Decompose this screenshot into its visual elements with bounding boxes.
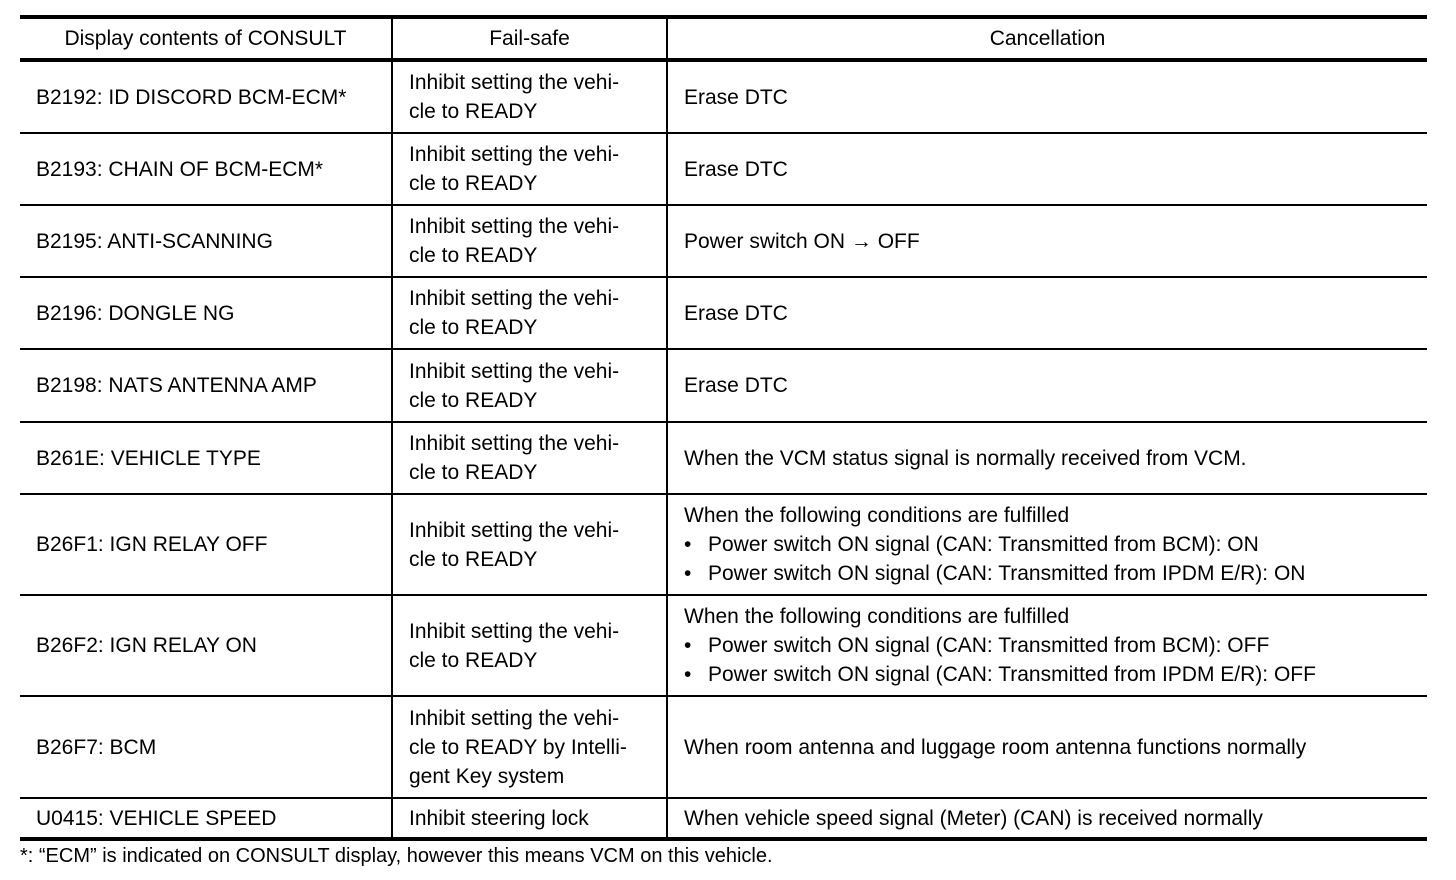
fail-safe-cell: Inhibit setting the vehi- cle to READY <box>391 60 668 134</box>
bullet-icon: • <box>684 634 692 657</box>
fail-safe-cell: Inhibit setting the vehi- cle to READY <box>391 277 668 350</box>
display-contents-cell: B26F7: BCM <box>20 696 393 799</box>
table-row: B2195: ANTI-SCANNING Inhibit setting the … <box>20 205 1427 278</box>
table-row: B26F2: IGN RELAY ON Inhibit setting the v… <box>20 595 1427 697</box>
cancellation-cell: Erase DTC <box>666 277 1427 350</box>
condition-text: Power switch ON signal (CAN: Transmitted… <box>708 562 1306 585</box>
condition-bullet: • Power switch ON signal (CAN: Transmitte… <box>684 631 1427 660</box>
cancellation-text: Erase DTC <box>684 85 788 109</box>
condition-bullet: • Power switch ON signal (CAN: Transmitte… <box>684 660 1427 689</box>
cancellation-cell: When the following conditions are fulfil… <box>666 595 1427 697</box>
cancellation-cell: When vehicle speed signal (Meter) (CAN) … <box>666 798 1427 841</box>
header-row: Display contents of CONSULT Fail-safe Ca… <box>20 17 1427 62</box>
fail-safe-cell: Inhibit setting the vehi- cle to READY <box>391 205 668 278</box>
bullet-icon: • <box>684 562 692 585</box>
cancellation-cell: When room antenna and luggage room anten… <box>666 696 1427 799</box>
cancellation-cell: Erase DTC <box>666 133 1427 206</box>
table-row: B2192: ID DISCORD BCM-ECM* Inhibit settin… <box>20 60 1427 134</box>
bullet-icon: • <box>684 533 692 556</box>
header-fail-safe: Fail-safe <box>391 17 668 62</box>
display-contents-cell: B2196: DONGLE NG <box>20 277 393 350</box>
condition-text: Power switch ON signal (CAN: Transmitted… <box>708 663 1316 686</box>
cancellation-cell: Erase DTC <box>666 349 1427 423</box>
cancellation-text: Erase DTC <box>684 301 788 325</box>
cancellation-text: When room antenna and luggage room anten… <box>684 735 1307 759</box>
condition-text: Power switch ON signal (CAN: Transmitted… <box>708 634 1270 657</box>
cancellation-cell: When the VCM status signal is normally r… <box>666 422 1427 495</box>
display-contents-cell: B2192: ID DISCORD BCM-ECM* <box>20 60 393 134</box>
display-contents-cell: U0415: VEHICLE SPEED <box>20 798 393 841</box>
table-row: U0415: VEHICLE SPEED Inhibit steering loc… <box>20 798 1427 841</box>
table-row: B2196: DONGLE NG Inhibit setting the vehi… <box>20 277 1427 350</box>
header-cancellation: Cancellation <box>666 17 1427 62</box>
cancellation-cell: When the following conditions are fulfil… <box>666 494 1427 596</box>
cancellation-text: When the VCM status signal is normally r… <box>684 446 1247 470</box>
cancellation-cell: Power switch ON → OFF <box>666 205 1427 278</box>
table-row: B261E: VEHICLE TYPE Inhibit setting the v… <box>20 422 1427 495</box>
cancellation-text: Erase DTC <box>684 374 788 397</box>
condition-bullet: • Power switch ON signal (CAN: Transmitte… <box>684 559 1427 588</box>
cancellation-text: When vehicle speed signal (Meter) (CAN) … <box>684 806 1263 830</box>
cancellation-text: When the following conditions are fulfil… <box>684 605 1070 628</box>
display-contents-cell: B26F2: IGN RELAY ON <box>20 595 393 697</box>
fail-safe-cell: Inhibit setting the vehi- cle to READY <box>391 422 668 495</box>
footnote: *: “ECM” is indicated on CONSULT display… <box>20 845 773 867</box>
condition-text: Power switch ON signal (CAN: Transmitted… <box>708 533 1259 556</box>
fail-safe-cell: Inhibit setting the vehi- cle to READY b… <box>391 696 668 799</box>
display-contents-cell: B2195: ANTI-SCANNING <box>20 205 393 278</box>
fail-safe-cell: Inhibit setting the vehi- cle to READY <box>391 595 668 697</box>
condition-bullet: • Power switch ON signal (CAN: Transmitte… <box>684 530 1427 559</box>
failsafe-table: Display contents of CONSULT Fail-safe Ca… <box>20 15 1427 841</box>
table-row: B26F1: IGN RELAY OFF Inhibit setting the … <box>20 494 1427 596</box>
fail-safe-cell: Inhibit setting the vehi- cle to READY <box>391 349 668 423</box>
display-contents-cell: B261E: VEHICLE TYPE <box>20 422 393 495</box>
cancellation-text: Power switch ON → OFF <box>684 229 920 253</box>
table-row: B2198: NATS ANTENNA AMP Inhibit setting t… <box>20 349 1427 423</box>
fail-safe-cell: Inhibit setting the vehi- cle to READY <box>391 133 668 206</box>
cancellation-cell: Erase DTC <box>666 60 1427 134</box>
fail-safe-cell: Inhibit setting the vehi- cle to READY <box>391 494 668 596</box>
fail-safe-cell: Inhibit steering lock <box>391 798 668 841</box>
table-row: B26F7: BCM Inhibit setting the vehi- cle … <box>20 696 1427 799</box>
display-contents-cell: B2198: NATS ANTENNA AMP <box>20 349 393 423</box>
cancellation-text: When the following conditions are fulfil… <box>684 504 1070 527</box>
display-contents-cell: B26F1: IGN RELAY OFF <box>20 494 393 596</box>
header-display-contents: Display contents of CONSULT <box>20 17 393 62</box>
table-row: B2193: CHAIN OF BCM-ECM* Inhibit setting … <box>20 133 1427 206</box>
bullet-icon: • <box>684 663 692 686</box>
display-contents-cell: B2193: CHAIN OF BCM-ECM* <box>20 133 393 206</box>
cancellation-text: Erase DTC <box>684 157 788 181</box>
